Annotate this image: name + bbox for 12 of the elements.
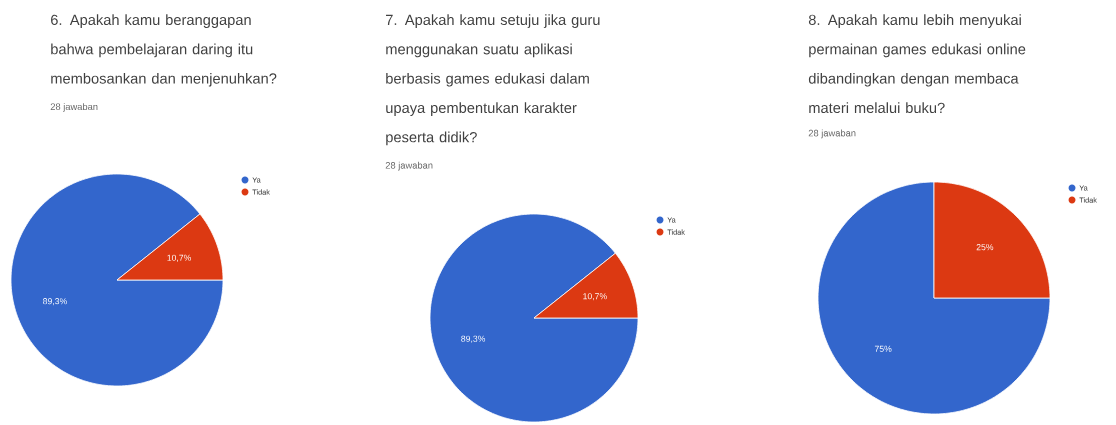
chart-subtitle: 28 jawaban: [808, 129, 856, 139]
data-label: 10,7%: [167, 254, 192, 262]
chart-subtitle: 28 jawaban: [50, 103, 98, 112]
chart-title: 8. Apakah kamu lebih menyukai permainan games edukasi online dibandingkan dengan membaca materi melalui buku?: [808, 14, 1026, 114]
data-label: 89,3%: [43, 298, 67, 306]
chart-title: 6. Apakah kamu beranggapan bahwa pembelajaran daring itu membosankan dan menjenuhkan?: [51, 14, 277, 87]
data-label: 75%: [874, 345, 892, 352]
data-label: 89,3%: [461, 335, 486, 343]
data-label: 25%: [976, 244, 994, 251]
data-label: 10,7%: [583, 293, 607, 301]
chart-subtitle: 28 jawaban: [385, 161, 433, 171]
chart-title: 7. Apakah kamu setuju jika guru menggunakan suatu aplikasi berbasis games edukasi dalam upaya pembentukan karakter peserta didik?: [386, 14, 600, 146]
